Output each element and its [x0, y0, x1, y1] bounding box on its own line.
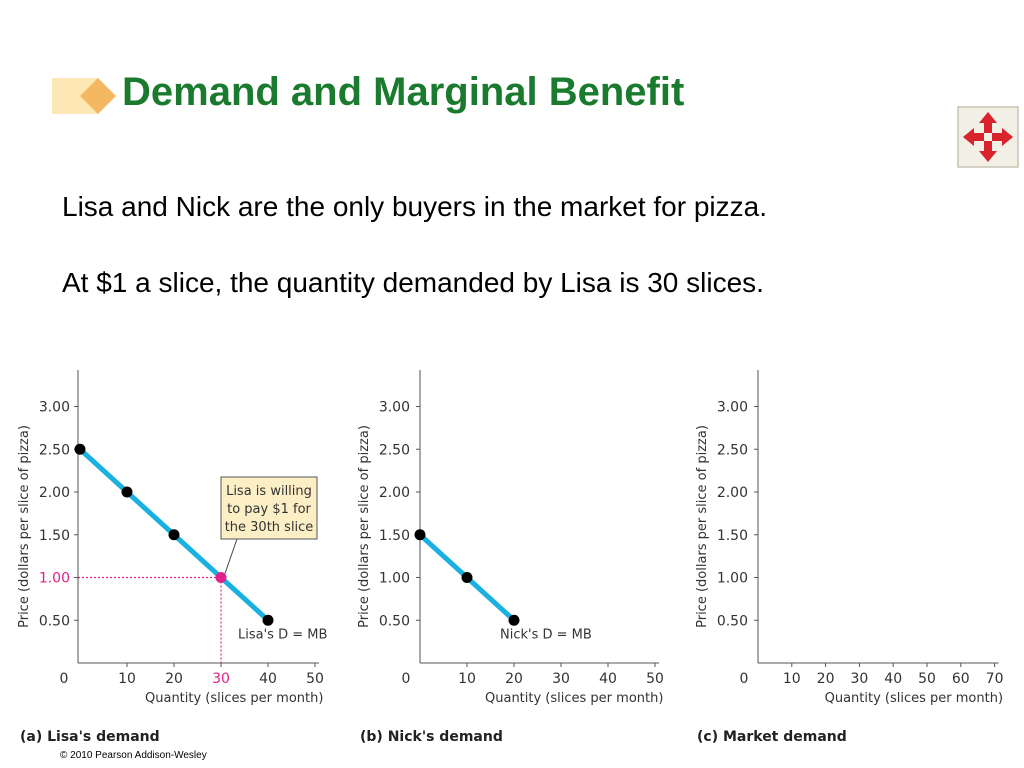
y-tick-label: 2.50 — [379, 442, 410, 458]
y-tick-label: 1.00 — [717, 571, 748, 587]
x-tick-label: 30 — [850, 671, 868, 687]
data-point — [121, 486, 133, 498]
x-tick-label: 50 — [646, 671, 664, 687]
y-tick-label: 0.50 — [39, 613, 70, 629]
x-tick-label: 10 — [783, 671, 801, 687]
data-point — [461, 572, 473, 583]
title-decoration-icon — [52, 78, 116, 114]
chart-panel-lisa: 0.50 1.00 1.50 2.00 2.50 3.00 0 10 20 30 40 50 Price… — [17, 370, 327, 745]
data-point — [74, 443, 86, 455]
four-way-arrow-icon[interactable] — [957, 106, 1019, 168]
y-tick-label: 1.00 — [379, 571, 410, 587]
x-tick-label: 0 — [402, 671, 411, 687]
x-tick-label: 60 — [952, 671, 970, 687]
y-axis-title: Price (dollars per slice of pizza) — [695, 425, 710, 628]
x-axis-title: Quantity (slices per month) — [825, 691, 1003, 706]
x-axis-title: Quantity (slices per month) — [485, 691, 663, 706]
y-tick-label: 2.00 — [717, 485, 748, 501]
y-axis-title: Price (dollars per slice of pizza) — [17, 425, 32, 628]
y-tick-label: 3.00 — [717, 400, 748, 416]
panel-label: (b) Nick's demand — [360, 729, 503, 745]
copyright-text: © 2010 Pearson Addison-Wesley — [60, 750, 207, 761]
y-tick-label: 1.50 — [379, 528, 410, 544]
y-axis-title: Price (dollars per slice of pizza) — [357, 425, 372, 628]
x-tick-label: 0 — [60, 671, 69, 687]
x-tick-label: 30 — [552, 671, 570, 687]
data-point — [414, 529, 426, 541]
y-tick-label: 3.00 — [379, 400, 410, 416]
y-tick-label: 1.50 — [39, 528, 70, 544]
x-tick-label: 40 — [599, 671, 617, 687]
slide-title: Demand and Marginal Benefit — [122, 70, 685, 114]
x-tick-label: 40 — [259, 671, 277, 687]
y-tick-label: 3.00 — [39, 400, 70, 416]
x-tick-label: 20 — [505, 671, 523, 687]
y-tick-label: 1.00 — [39, 571, 70, 587]
callout-text: Lisa is willing — [226, 484, 312, 499]
demand-charts: 0.50 1.00 1.50 2.00 2.50 3.00 0 10 20 30 40 50 Price… — [17, 370, 1004, 745]
x-tick-label: 40 — [884, 671, 902, 687]
callout-pointer — [224, 538, 238, 574]
x-axis-title: Quantity (slices per month) — [145, 691, 323, 706]
y-tick-label: 1.50 — [717, 528, 748, 544]
y-tick-label: 2.50 — [39, 442, 70, 458]
x-tick-label: 50 — [306, 671, 324, 687]
y-tick-label: 2.50 — [717, 442, 748, 458]
callout-text: to pay $1 for — [227, 502, 311, 517]
x-tick-label: 50 — [918, 671, 936, 687]
x-tick-label: 70 — [986, 671, 1004, 687]
x-tick-label: 10 — [118, 671, 136, 687]
curve-label: Nick's D = MB — [500, 627, 592, 642]
data-point — [262, 614, 274, 626]
x-tick-label: 20 — [165, 671, 183, 687]
x-tick-label: 0 — [740, 671, 749, 687]
panel-label: (c) Market demand — [697, 729, 847, 745]
bullet-text-1: Lisa and Nick are the only buyers in the… — [62, 191, 768, 222]
bullet-text-2: At $1 a slice, the quantity demanded by … — [62, 267, 764, 298]
x-tick-label: 30 — [212, 671, 230, 687]
chart-panel-nick: 0.50 1.00 1.50 2.00 2.50 3.00 0 10 20 30 40 50 Price… — [357, 370, 664, 745]
y-tick-label: 0.50 — [717, 613, 748, 629]
callout-text: the 30th slice — [225, 520, 314, 535]
panel-label: (a) Lisa's demand — [20, 729, 160, 745]
curve-label: Lisa's D = MB — [238, 627, 327, 642]
x-tick-label: 20 — [817, 671, 835, 687]
x-tick-label: 10 — [458, 671, 476, 687]
data-point — [168, 529, 180, 541]
data-point — [215, 572, 227, 583]
y-tick-label: 2.00 — [379, 485, 410, 501]
callout-box — [220, 476, 318, 540]
data-point — [508, 614, 520, 626]
y-tick-label: 0.50 — [379, 613, 410, 629]
y-tick-label: 2.00 — [39, 485, 70, 501]
chart-panel-market: 0.50 1.00 1.50 2.00 2.50 3.00 0 10 20 30 40 50 60 70 P… — [695, 370, 1004, 745]
